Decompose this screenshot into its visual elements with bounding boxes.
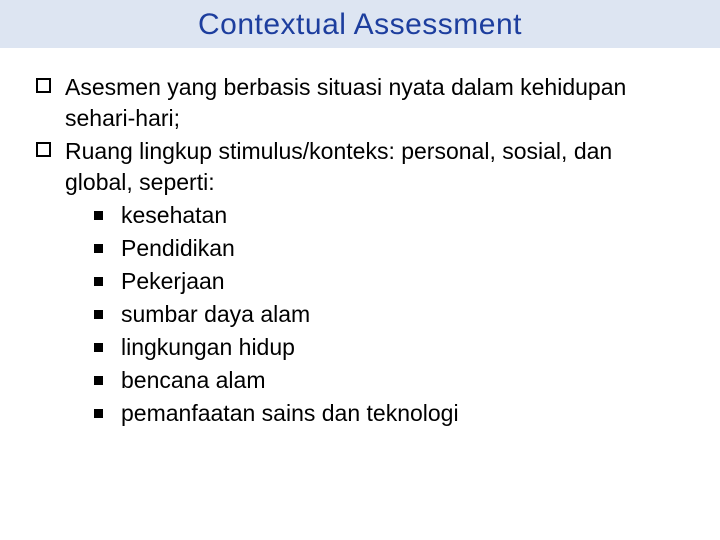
square-icon — [94, 211, 103, 220]
square-icon — [94, 409, 103, 418]
title-bar: Contextual Assessment — [0, 0, 720, 48]
sub-bullet-item: kesehatan — [94, 200, 684, 231]
sub-bullet-text: pemanfaatan sains dan teknologi — [121, 398, 459, 429]
bullet-text: Ruang lingkup stimulus/konteks: personal… — [65, 136, 684, 198]
checkbox-icon — [36, 142, 51, 157]
sub-bullet-text: bencana alam — [121, 365, 266, 396]
sub-bullet-text: kesehatan — [121, 200, 227, 231]
sub-bullet-text: Pekerjaan — [121, 266, 225, 297]
sub-bullet-text: sumbar daya alam — [121, 299, 310, 330]
checkbox-icon — [36, 78, 51, 93]
sub-bullet-text: Pendidikan — [121, 233, 235, 264]
bullet-item: Asesmen yang berbasis situasi nyata dala… — [36, 72, 684, 134]
square-icon — [94, 376, 103, 385]
slide-body: Asesmen yang berbasis situasi nyata dala… — [0, 48, 720, 430]
sub-bullet-item: Pekerjaan — [94, 266, 684, 297]
square-icon — [94, 343, 103, 352]
bullet-item: Ruang lingkup stimulus/konteks: personal… — [36, 136, 684, 198]
sub-bullet-item: pemanfaatan sains dan teknologi — [94, 398, 684, 429]
square-icon — [94, 277, 103, 286]
square-icon — [94, 244, 103, 253]
sub-bullet-item: bencana alam — [94, 365, 684, 396]
sub-bullet-item: lingkungan hidup — [94, 332, 684, 363]
sub-bullet-item: sumbar daya alam — [94, 299, 684, 330]
square-icon — [94, 310, 103, 319]
sub-bullet-text: lingkungan hidup — [121, 332, 295, 363]
bullet-text: Asesmen yang berbasis situasi nyata dala… — [65, 72, 684, 134]
slide-title: Contextual Assessment — [0, 8, 720, 42]
sub-list: kesehatan Pendidikan Pekerjaan sumbar da… — [94, 200, 684, 429]
sub-bullet-item: Pendidikan — [94, 233, 684, 264]
